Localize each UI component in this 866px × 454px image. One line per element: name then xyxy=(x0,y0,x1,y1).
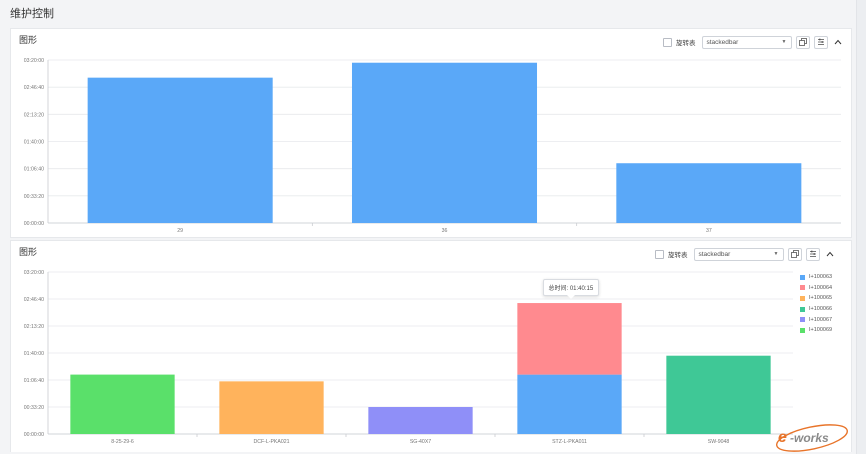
settings-button[interactable] xyxy=(805,247,820,261)
list-settings-icon xyxy=(817,38,824,45)
list-settings-icon xyxy=(809,250,816,257)
collapse-button[interactable] xyxy=(832,36,844,49)
pivot-checkbox[interactable] xyxy=(655,249,664,259)
y-tick-label: 02:46:40 xyxy=(24,297,44,303)
y-tick-label: 02:13:20 xyxy=(24,324,44,330)
collapse-button[interactable] xyxy=(824,248,836,261)
bar-chart-1: 00:00:00 00:33:20 01:06:40 01:40:00 02:13:20… xyxy=(24,58,841,234)
x-tick-label: STZ-L-PKA011 xyxy=(552,439,587,445)
legend-label: I+100063 xyxy=(809,274,833,281)
chart-type-select[interactable]: stackedbar ▼ xyxy=(693,247,784,261)
chevron-up-icon xyxy=(826,251,833,257)
legend-swatch xyxy=(800,317,805,323)
y-tick-label: 03:20:00 xyxy=(24,58,44,64)
bar[interactable] xyxy=(351,62,538,223)
right-scroll-strip xyxy=(856,0,866,454)
bar[interactable] xyxy=(219,381,324,434)
caret-down-icon: ▼ xyxy=(773,251,779,257)
copy-button[interactable] xyxy=(787,247,802,261)
pivot-label: 旋转表 xyxy=(676,40,696,47)
legend-label: I+100064 xyxy=(809,284,833,291)
chart-type-value: stackedbar xyxy=(706,38,739,46)
x-tick-label: 29 xyxy=(177,228,183,234)
pivot-label: 旋转表 xyxy=(668,252,688,259)
legend-swatch xyxy=(800,327,805,333)
bar[interactable] xyxy=(517,303,622,375)
panel-title: 图形 xyxy=(19,247,38,257)
x-tick-label: 37 xyxy=(706,228,712,234)
caret-down-icon: ▼ xyxy=(781,39,787,45)
copy-icon xyxy=(790,250,799,258)
x-tick-label: 8-25-29-6 xyxy=(111,439,134,445)
legend-label: I+100066 xyxy=(809,306,833,313)
y-tick-label: 01:06:40 xyxy=(24,167,44,173)
y-tick-label: 00:00:00 xyxy=(24,221,44,227)
bar[interactable] xyxy=(666,355,771,434)
legend-label: I+100065 xyxy=(809,295,833,302)
legend-item[interactable]: I+100069 xyxy=(800,325,832,336)
y-tick-label: 01:40:00 xyxy=(24,140,44,146)
copy-button[interactable] xyxy=(795,35,810,49)
y-tick-label: 02:13:20 xyxy=(24,112,44,118)
legend-item[interactable]: I+100064 xyxy=(800,283,832,294)
bar[interactable] xyxy=(368,407,473,434)
chart-type-value: stackedbar xyxy=(698,250,731,258)
y-tick-label: 00:33:20 xyxy=(24,194,44,200)
settings-button[interactable] xyxy=(813,35,828,49)
chevron-up-icon xyxy=(834,39,841,45)
legend-label: I+100069 xyxy=(809,327,833,334)
y-tick-label: 00:00:00 xyxy=(24,432,44,438)
y-tick-label: 01:06:40 xyxy=(24,378,44,384)
svg-text:e: e xyxy=(778,429,787,446)
bar-tooltip: 总时间: 01:40:15 xyxy=(542,279,600,300)
page-title: 维护控制 xyxy=(10,8,54,20)
svg-text:-works: -works xyxy=(790,431,829,445)
bar[interactable] xyxy=(616,163,802,223)
legend-swatch xyxy=(800,285,805,291)
panel-title: 图形 xyxy=(19,35,38,45)
bar[interactable] xyxy=(70,374,175,434)
chart-legend: I+100063 I+100064 I+100065 I+100066 I+100067… xyxy=(800,272,832,336)
chart-panel-1: 图形 旋转表 stackedbar ▼ xyxy=(10,28,852,238)
y-tick-label: 00:33:20 xyxy=(24,405,44,411)
x-tick-label: SW-9048 xyxy=(708,439,730,445)
y-tick-label: 01:40:00 xyxy=(24,351,44,357)
chart-panel-2: 图形 旋转表 stackedbar ▼ xyxy=(10,240,852,452)
pivot-checkbox[interactable] xyxy=(663,37,672,47)
y-tick-label: 02:46:40 xyxy=(24,85,44,91)
stacked-bar-chart-2: 00:00:00 00:33:20 01:06:40 01:40:00 02:13:20… xyxy=(24,270,793,445)
chart-type-select[interactable]: stackedbar ▼ xyxy=(701,35,792,49)
y-tick-label: 03:20:00 xyxy=(24,270,44,276)
copy-icon xyxy=(798,38,807,46)
legend-item[interactable]: I+100066 xyxy=(800,304,832,315)
chart-toolbar: 旋转表 stackedbar ▼ xyxy=(663,35,844,49)
bar[interactable] xyxy=(87,77,273,224)
chart-toolbar: 旋转表 stackedbar ▼ xyxy=(655,247,836,261)
e-works-logo: e -works xyxy=(776,424,848,452)
x-tick-label: SG-40X7 xyxy=(410,439,431,445)
x-tick-label: 36 xyxy=(442,228,448,234)
legend-swatch xyxy=(800,274,805,280)
legend-item[interactable]: I+100067 xyxy=(800,314,832,325)
bar[interactable] xyxy=(517,374,622,434)
legend-item[interactable]: I+100065 xyxy=(800,293,832,304)
legend-swatch xyxy=(800,306,805,312)
legend-item[interactable]: I+100063 xyxy=(800,272,832,283)
legend-label: I+100067 xyxy=(809,316,833,323)
x-tick-label: DCF-L-PKA021 xyxy=(253,439,289,445)
legend-swatch xyxy=(800,295,805,301)
